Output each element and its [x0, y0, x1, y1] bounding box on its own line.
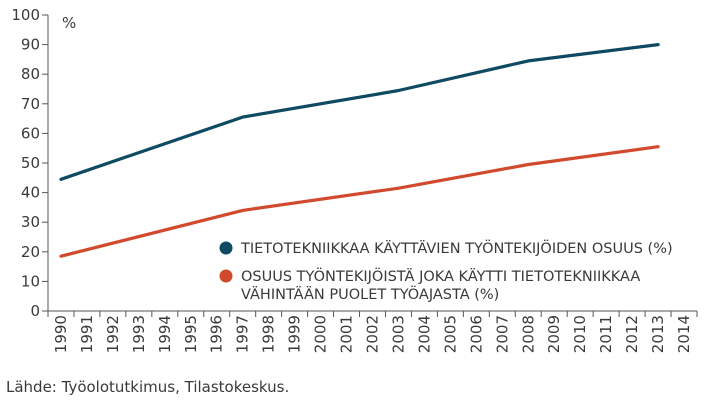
x-tick-label: 1990	[52, 315, 70, 353]
x-tick-label: 1991	[78, 315, 96, 353]
x-tick-label: 1997	[234, 315, 252, 353]
x-tick-label: 1995	[182, 315, 200, 353]
x-tick-label: 2014	[675, 315, 693, 353]
x-tick-label: 2000	[312, 315, 330, 353]
y-tick-label: 0	[30, 302, 40, 320]
legend-label-2: VÄHINTÄÄN PUOLET TYÖAJASTA (%)	[241, 285, 499, 303]
series-lines	[59, 43, 660, 258]
x-tick-label: 2012	[623, 315, 641, 353]
chart-axes	[47, 15, 697, 312]
x-tick-label: 2008	[519, 315, 537, 353]
x-tick-label: 2013	[649, 315, 667, 353]
y-tick-label: 30	[21, 213, 40, 231]
x-tick-label: 1993	[130, 315, 148, 353]
legend-label-1: TIETOTEKNIIKKAA KÄYTTÄVIEN TYÖNTEKIJÖIDE…	[240, 239, 673, 257]
y-tick-label: 10	[21, 272, 40, 290]
y-tick-label: 80	[21, 65, 40, 83]
x-tick-label: 1992	[104, 315, 122, 353]
x-tick-label: 2005	[441, 315, 459, 353]
x-tick-label: 2007	[493, 315, 511, 353]
x-tick-label: 1998	[260, 315, 278, 353]
x-axis-ticks: 1990 1991 1992 1993 1994 1995 1996 1997 1998 1999…	[47, 311, 698, 353]
x-tick-label: 2009	[545, 315, 563, 353]
x-tick-label: 2006	[467, 315, 485, 353]
y-tick-label: 40	[21, 184, 40, 202]
chart-legend: TIETOTEKNIIKKAA KÄYTTÄVIEN TYÖNTEKIJÖIDE…	[219, 239, 673, 303]
y-tick-label: 20	[21, 243, 40, 261]
x-tick-label: 2001	[338, 315, 356, 353]
y-tick-label: 100	[11, 6, 40, 24]
y-axis-ticks: 0 10 20 30 40 50 60 70 80 90 100	[11, 6, 48, 320]
y-axis-unit-label: %	[62, 14, 76, 32]
x-tick-label: 1996	[208, 315, 226, 353]
series-line-2	[59, 145, 660, 258]
x-tick-label: 2003	[389, 315, 407, 353]
x-tick-label: 1999	[286, 315, 304, 353]
x-tick-label: 2004	[415, 315, 433, 353]
y-tick-label: 70	[21, 95, 40, 113]
x-tick-label: 2010	[571, 315, 589, 353]
y-tick-label: 90	[21, 36, 40, 54]
x-tick-label: 1994	[156, 315, 174, 353]
x-tick-label: 2002	[364, 315, 382, 353]
x-tick-label: 2011	[597, 315, 615, 353]
source-note: Lähde: Työolotutkimus, Tilastokeskus.	[6, 378, 290, 396]
legend-label-2: OSUUS TYÖNTEKIJÖISTÄ JOKA KÄYTTI TIETOTE…	[241, 267, 640, 285]
legend-marker-2	[219, 269, 233, 283]
y-tick-label: 60	[21, 124, 40, 142]
y-tick-label: 50	[21, 154, 40, 172]
legend-marker-1	[219, 241, 233, 255]
